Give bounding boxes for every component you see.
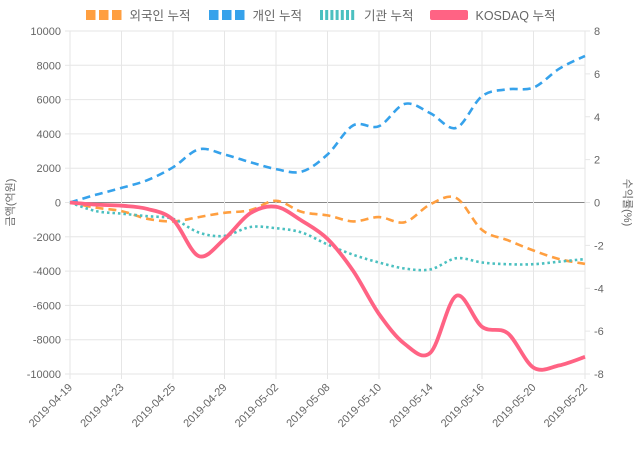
legend-item-kosdaq[interactable]: KOSDAQ 누적 bbox=[430, 5, 555, 24]
legend-label-kosdaq: KOSDAQ 누적 bbox=[475, 9, 556, 23]
right-axis-tick-label: 6 bbox=[594, 69, 600, 81]
x-axis-tick-label: 2019-05-22 bbox=[542, 382, 590, 430]
legend-item-institution[interactable]: 기관 누적 bbox=[319, 5, 413, 24]
x-axis-tick-label: 2019-05-10 bbox=[336, 382, 384, 430]
x-axis-tick-label: 2019-04-23 bbox=[78, 382, 126, 430]
legend-swatch-dotted-icon bbox=[320, 9, 356, 20]
series-line-institution[interactable] bbox=[69, 201, 586, 272]
legend-label-individual: 개인 누적 bbox=[252, 9, 302, 23]
left-axis-tick-label: 8000 bbox=[37, 60, 61, 72]
left-axis-tick-label: 2000 bbox=[37, 163, 61, 175]
legend-label-institution: 기관 누적 bbox=[364, 9, 414, 23]
right-axis-tick-label: -2 bbox=[594, 240, 604, 252]
legend-item-individual[interactable]: 개인 누적 bbox=[208, 5, 302, 24]
series-line-kosdaq[interactable] bbox=[69, 200, 586, 372]
series-line-foreign[interactable] bbox=[69, 195, 586, 266]
left-axis-tick-label: -4000 bbox=[33, 266, 61, 278]
left-axis-tick-label: 4000 bbox=[37, 129, 61, 141]
chart-legend: 외국인 누적 개인 누적 기관 누적 KOSDAQ 누적 bbox=[0, 5, 640, 24]
left-axis-tick-label: -10000 bbox=[27, 369, 61, 381]
right-axis-tick-label: 8 bbox=[594, 26, 600, 38]
right-axis-tick-label: 2 bbox=[594, 155, 600, 167]
left-axis-tick-label: 0 bbox=[55, 198, 61, 210]
legend-swatch-dashed-icon bbox=[208, 9, 245, 20]
legend-label-foreign: 외국인 누적 bbox=[129, 9, 191, 23]
x-axis-tick-label: 2019-04-19 bbox=[27, 382, 75, 430]
right-axis-tick-label: -4 bbox=[594, 283, 604, 295]
right-axis-tick-label: 0 bbox=[594, 198, 600, 210]
left-axis-tick-label: 10000 bbox=[30, 26, 61, 38]
x-axis-tick-label: 2019-05-14 bbox=[387, 382, 435, 430]
x-axis-tick-label: 2019-04-25 bbox=[130, 382, 178, 430]
x-axis-tick-label: 2019-04-29 bbox=[181, 382, 229, 430]
x-axis-tick-label: 2019-05-16 bbox=[439, 382, 487, 430]
x-axis-tick-label: 2019-05-08 bbox=[284, 382, 332, 430]
right-axis-tick-label: 4 bbox=[594, 112, 600, 124]
left-axis-tick-label: -2000 bbox=[33, 232, 61, 244]
left-axis-title: 금액(억원) bbox=[4, 179, 17, 227]
series-line-individual[interactable] bbox=[69, 54, 586, 204]
x-axis-tick-label: 2019-05-02 bbox=[233, 382, 281, 430]
left-axis-tick-label: -8000 bbox=[33, 335, 61, 347]
x-axis-tick-label: 2019-05-20 bbox=[490, 382, 538, 430]
legend-item-foreign[interactable]: 외국인 누적 bbox=[85, 5, 191, 24]
legend-swatch-solid-icon bbox=[430, 9, 469, 20]
legend-swatch-dashed-icon bbox=[85, 9, 122, 20]
left-axis-tick-label: -6000 bbox=[33, 300, 61, 312]
left-axis-tick-label: 6000 bbox=[37, 95, 61, 107]
right-axis-title: 수익률(%) bbox=[621, 179, 634, 226]
right-axis-tick-label: -8 bbox=[594, 369, 604, 381]
right-axis-tick-label: -6 bbox=[594, 326, 604, 338]
